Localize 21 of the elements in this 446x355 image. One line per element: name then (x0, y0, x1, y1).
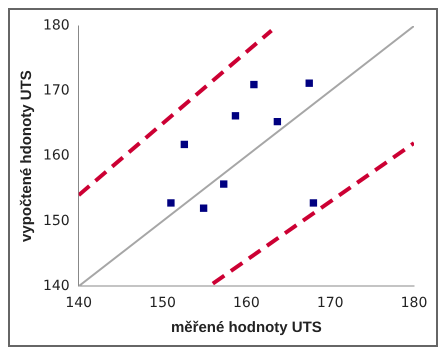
x-tick-label: 180 (400, 295, 428, 312)
x-tick-label: 160 (232, 295, 260, 312)
y-tick-label: 140 (42, 278, 70, 294)
x-tick-label: 170 (316, 295, 344, 312)
y-tick-label: 180 (42, 18, 70, 34)
point (250, 80, 258, 88)
point (310, 199, 318, 207)
point (167, 199, 175, 207)
point (306, 80, 313, 87)
point (200, 204, 208, 212)
x-axis-title: měřené hodnoty UTS (170, 319, 322, 336)
y-axis-title: vypočtené hdonoty UTS (18, 70, 36, 242)
point (274, 118, 282, 126)
point (232, 112, 240, 120)
y-tick-label: 150 (42, 212, 70, 229)
point (180, 140, 188, 148)
x-tick-label: 140 (65, 295, 92, 312)
y-tick-label: 170 (42, 82, 70, 99)
point (220, 180, 228, 188)
y-tick-label: 160 (42, 148, 70, 164)
x-tick-label: 150 (149, 295, 176, 312)
